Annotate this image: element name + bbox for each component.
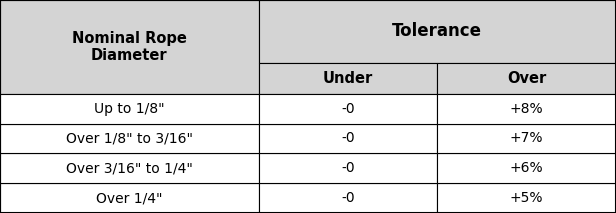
Text: -0: -0 bbox=[341, 131, 355, 145]
Bar bbox=[0, 183, 259, 213]
Text: Nominal Rope
Diameter: Nominal Rope Diameter bbox=[72, 31, 187, 63]
Text: +5%: +5% bbox=[510, 191, 543, 205]
Bar bbox=[437, 94, 616, 124]
Bar bbox=[0, 124, 259, 153]
Bar bbox=[0, 94, 259, 124]
Text: Over 1/8" to 3/16": Over 1/8" to 3/16" bbox=[66, 131, 193, 145]
Bar bbox=[437, 63, 616, 94]
Bar bbox=[0, 0, 259, 94]
Bar bbox=[437, 153, 616, 183]
Bar bbox=[259, 153, 437, 183]
Text: Over 3/16" to 1/4": Over 3/16" to 1/4" bbox=[66, 161, 193, 175]
Bar bbox=[0, 153, 259, 183]
Bar bbox=[437, 124, 616, 153]
Bar bbox=[259, 63, 437, 94]
Text: +6%: +6% bbox=[510, 161, 543, 175]
Text: +7%: +7% bbox=[510, 131, 543, 145]
Text: -0: -0 bbox=[341, 161, 355, 175]
Bar bbox=[259, 183, 437, 213]
Bar bbox=[259, 0, 616, 63]
Text: Tolerance: Tolerance bbox=[392, 22, 482, 40]
Text: -0: -0 bbox=[341, 102, 355, 116]
Text: Up to 1/8": Up to 1/8" bbox=[94, 102, 164, 116]
Text: Over: Over bbox=[507, 71, 546, 86]
Text: +8%: +8% bbox=[510, 102, 543, 116]
Text: Under: Under bbox=[323, 71, 373, 86]
Text: -0: -0 bbox=[341, 191, 355, 205]
Bar bbox=[437, 183, 616, 213]
Text: Over 1/4": Over 1/4" bbox=[96, 191, 163, 205]
Bar bbox=[259, 124, 437, 153]
Bar bbox=[259, 94, 437, 124]
